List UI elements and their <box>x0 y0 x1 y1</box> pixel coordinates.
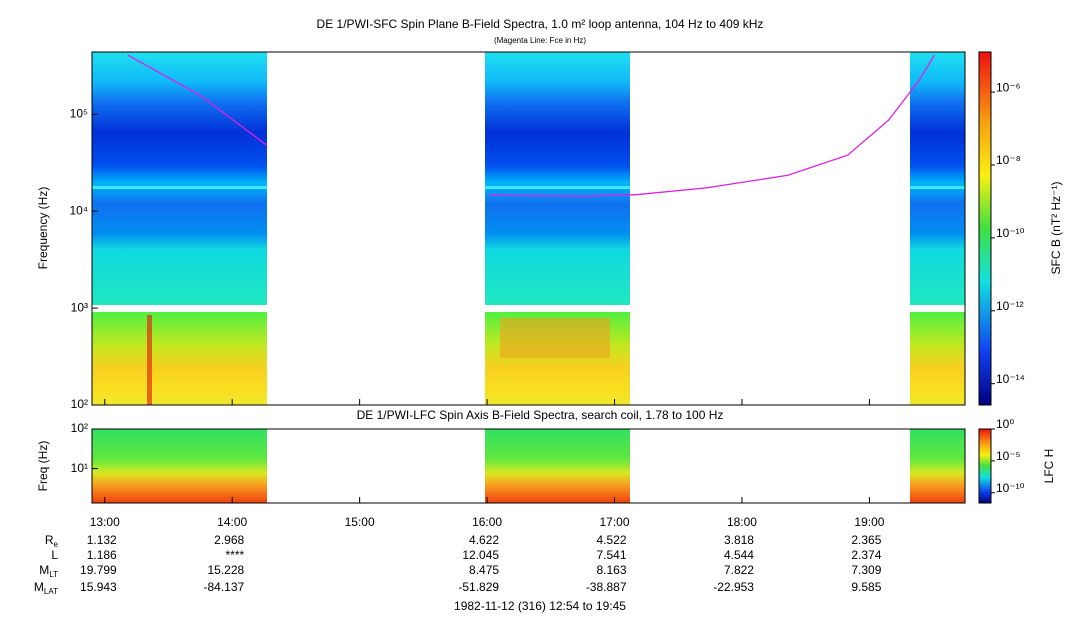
colorbar-tick-label: 10⁻⁶ <box>996 80 1021 94</box>
ephemeris-value: 2.374 <box>851 548 881 562</box>
ephemeris-value: 4.622 <box>469 533 499 547</box>
colorbar-tick-label: 10⁻¹⁰ <box>996 481 1025 495</box>
ephemeris-label-sub: e <box>54 540 59 549</box>
chart-title: DE 1/PWI-SFC Spin Plane B-Field Spectra,… <box>317 17 764 31</box>
ephemeris-value: 12.045 <box>462 548 499 562</box>
colorbar-label: LFC H <box>1042 449 1056 484</box>
colorbar-tick-label: 10⁻¹² <box>996 299 1024 313</box>
ephemeris-label-main: L <box>51 548 58 562</box>
ephemeris-value: -38.887 <box>586 580 627 594</box>
ephemeris-label-sub: LT <box>49 570 58 579</box>
y-tick-label: 10³ <box>71 300 88 314</box>
y-tick-label: 10⁵ <box>70 107 88 121</box>
colorbar-tick-label: 10⁻⁵ <box>996 449 1021 463</box>
colorbar-label: SFC B (nT² Hz⁻¹) <box>1049 182 1063 275</box>
colorbar-tick-label: 10⁰ <box>996 417 1014 431</box>
ephemeris-value: **** <box>226 548 245 562</box>
fce-line <box>127 54 935 197</box>
ephemeris-value: 8.475 <box>469 563 499 577</box>
colorbar-frame <box>978 51 992 406</box>
ephemeris-label-main: R <box>45 533 54 547</box>
footer: 1982-11-12 (316) 12:54 to 19:45 <box>454 599 626 613</box>
ephemeris-value: 7.822 <box>724 563 754 577</box>
ephemeris-label: MLAT <box>34 580 58 596</box>
chart-subtitle: (Magenta Line: Fce in Hz) <box>494 36 586 45</box>
ephemeris-value: 8.163 <box>596 563 626 577</box>
colorbar-tick-label: 10⁻¹⁰ <box>996 226 1025 240</box>
ephemeris-value: 19.799 <box>80 563 117 577</box>
x-tick-label: 17:00 <box>600 515 630 529</box>
y-axis-label: Freq (Hz) <box>36 441 50 492</box>
ephemeris-label-sub: LAT <box>44 587 58 596</box>
colorbar-tick-label: 10⁻¹⁴ <box>996 372 1025 386</box>
axis-frame <box>91 51 966 406</box>
y-axis-label: Frequency (Hz) <box>36 187 50 270</box>
ephemeris-value: 15.943 <box>80 580 117 594</box>
ephemeris-label: Re <box>45 533 59 549</box>
ephemeris-value: 1.132 <box>87 533 117 547</box>
ephemeris-value: 3.818 <box>724 533 754 547</box>
ephemeris-value: 2.365 <box>851 533 881 547</box>
axis-frame <box>91 428 966 504</box>
ephemeris-value: -84.137 <box>203 580 244 594</box>
ephemeris-label: MLT <box>39 563 58 579</box>
x-tick-label: 15:00 <box>345 515 375 529</box>
panel-title: DE 1/PWI-LFC Spin Axis B-Field Spectra, … <box>357 408 724 422</box>
ephemeris-value: 4.522 <box>596 533 626 547</box>
ephemeris-label: L <box>51 548 58 562</box>
ephemeris-value: 7.541 <box>596 548 626 562</box>
y-tick-label: 10⁴ <box>69 203 88 217</box>
ephemeris-value: -51.829 <box>458 580 499 594</box>
x-tick-label: 18:00 <box>727 515 757 529</box>
ephemeris-label-main: M <box>34 580 44 594</box>
ephemeris-value: 1.186 <box>87 548 117 562</box>
y-tick-label: 10² <box>71 421 88 435</box>
colorbar-tick-label: 10⁻⁸ <box>996 153 1021 167</box>
x-tick-label: 16:00 <box>472 515 502 529</box>
y-tick-label: 10² <box>71 397 88 411</box>
ephemeris-value: -22.953 <box>713 580 754 594</box>
y-tick-label: 10¹ <box>71 461 88 475</box>
ephemeris-label-main: M <box>39 563 49 577</box>
ephemeris-value: 9.585 <box>851 580 881 594</box>
x-tick-label: 19:00 <box>854 515 884 529</box>
ephemeris-value: 2.968 <box>214 533 244 547</box>
ephemeris-value: 7.309 <box>851 563 881 577</box>
x-tick-label: 13:00 <box>90 515 120 529</box>
colorbar-frame <box>978 428 992 504</box>
ephemeris-value: 4.544 <box>724 548 754 562</box>
x-tick-label: 14:00 <box>217 515 247 529</box>
ephemeris-value: 15.228 <box>207 563 244 577</box>
spectrogram-image <box>92 52 991 503</box>
